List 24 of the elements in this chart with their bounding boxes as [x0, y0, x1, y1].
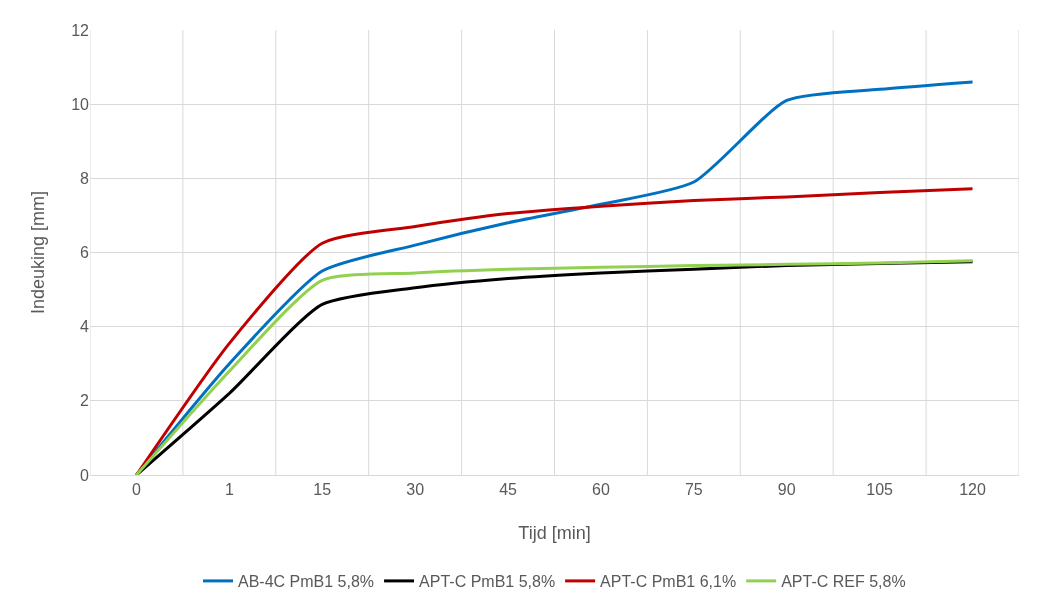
y-tick-label: 2: [80, 392, 90, 410]
x-tick-label: 60: [592, 481, 610, 499]
x-tick-label: 0: [132, 481, 141, 499]
x-tick-label: 105: [866, 481, 894, 499]
legend-label: APT-C PmB1 5,8%: [419, 573, 556, 591]
x-tick-label: 45: [499, 481, 518, 499]
legend-label: APT-C REF 5,8%: [781, 573, 906, 591]
x-tick-label: 1: [224, 481, 234, 499]
y-tick-label: 8: [80, 169, 90, 187]
y-tick-label: 4: [80, 318, 90, 336]
line-series: [134, 187, 975, 475]
x-tick-label: 30: [406, 481, 425, 499]
y-tick-label: 12: [71, 21, 90, 39]
y-tick-label: 10: [71, 95, 90, 113]
y-tick-label: 6: [80, 244, 90, 262]
y-tick-label: 0: [80, 466, 90, 484]
x-tick-label: 90: [777, 481, 796, 499]
x-tick-label: 120: [959, 481, 986, 499]
legend-label: AB-4C PmB1 5,8%: [238, 573, 375, 591]
x-tick-label: 15: [313, 481, 332, 499]
x-axis-title: Tijd [min]: [518, 523, 591, 543]
y-axis-title: Indeuking [mm]: [28, 190, 48, 315]
x-tick-label: 75: [684, 481, 703, 499]
legend-label: APT-C PmB1 6,1%: [600, 573, 737, 591]
